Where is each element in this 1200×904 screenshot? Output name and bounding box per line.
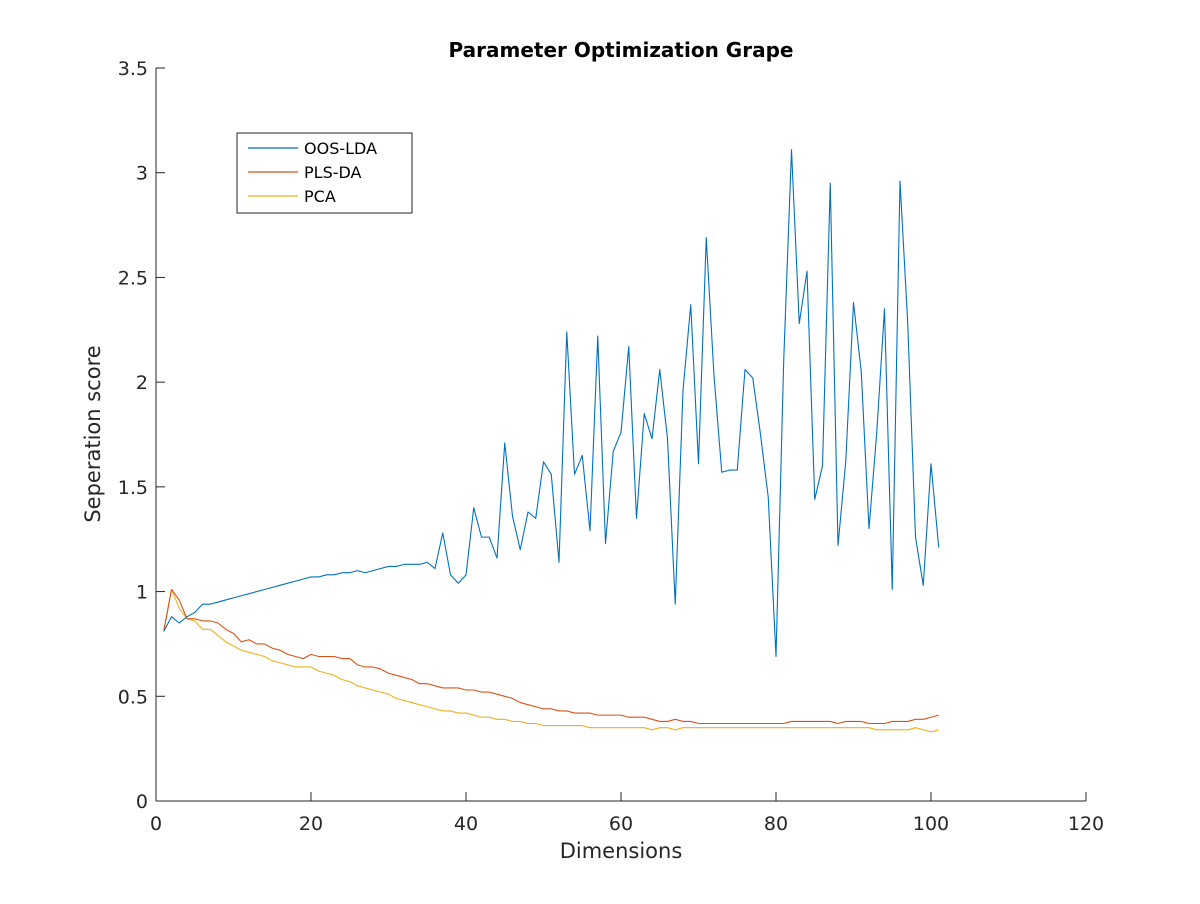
series-line-oos-lda [163,149,940,658]
y-tick-label: 1 [136,582,148,604]
chart-title: Parameter Optimization Grape [449,38,794,62]
y-tick-label: 1.5 [118,477,148,499]
y-tick-label: 3.5 [118,58,148,80]
x-ticks: 0 20 40 60 80 100 120 [150,792,1104,835]
y-ticks: 0 0.5 1 1.5 2 2.5 3 3.5 [118,58,165,813]
y-axis-label: Seperation score [81,345,105,522]
x-tick-label: 100 [913,813,949,835]
legend-label-pls-da: PLS-DA [304,163,362,182]
series-layer [163,149,940,733]
y-tick-label: 3 [136,163,148,185]
series-line-pls-da [163,588,939,725]
series-line-pca [163,588,939,733]
y-tick-label: 2.5 [118,267,148,289]
y-tick-label: 0 [136,791,148,813]
x-tick-label: 60 [609,813,633,835]
legend-label-pca: PCA [304,187,336,206]
x-axis-label: Dimensions [560,839,683,863]
x-tick-label: 80 [764,813,788,835]
legend: OOS-LDA PLS-DA PCA [236,132,413,214]
x-tick-label: 120 [1068,813,1104,835]
legend-box [236,132,413,214]
x-tick-label: 0 [150,813,162,835]
legend-label-oos-lda: OOS-LDA [304,139,377,158]
x-tick-label: 20 [299,813,323,835]
x-tick-label: 40 [454,813,478,835]
y-tick-label: 0.5 [118,686,148,708]
y-tick-label: 2 [136,372,148,394]
